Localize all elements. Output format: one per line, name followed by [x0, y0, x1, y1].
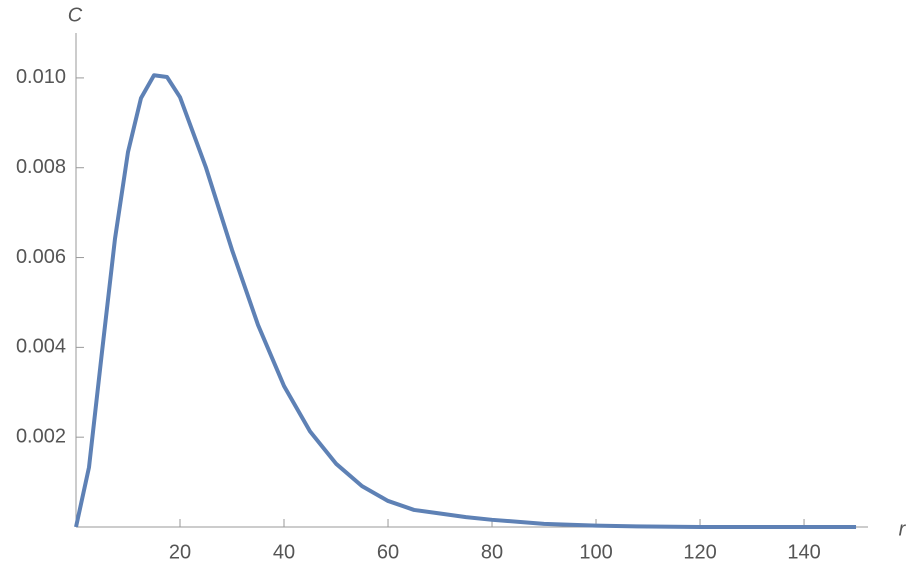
y-tick-label: 0.002	[16, 425, 66, 447]
line-series	[74, 73, 857, 529]
x-tick-label: 40	[273, 541, 295, 563]
x-tick-label: 60	[377, 541, 399, 563]
x-tick-label: 140	[787, 541, 820, 563]
x-tick-label: 80	[481, 541, 503, 563]
y-tick-label: 0.008	[16, 156, 66, 178]
y-tick-label: 0.010	[16, 66, 66, 88]
x-tick-label: 20	[169, 541, 191, 563]
x-axis-label: r	[899, 518, 907, 540]
y-axis-label: C	[68, 4, 83, 26]
x-tick-label: 100	[579, 541, 612, 563]
x-tick-label: 120	[683, 541, 716, 563]
y-tick-label: 0.004	[16, 336, 66, 358]
y-tick-label: 0.006	[16, 246, 66, 268]
